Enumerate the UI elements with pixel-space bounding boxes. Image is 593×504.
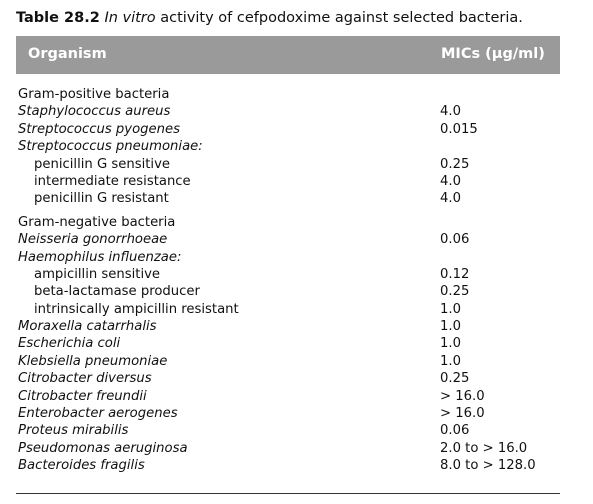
organism-cell: Gram-positive bacteria xyxy=(18,87,170,102)
organism-cell: Enterobacter aerogenes xyxy=(18,406,178,422)
table-row: Neisseria gonorrhoeae 0.06 xyxy=(16,231,560,248)
organism-cell: Citrobacter diversus xyxy=(18,371,152,387)
organism-cell: intermediate resistance xyxy=(34,173,191,189)
header-mics: MICs (µg/ml) xyxy=(441,46,545,62)
organism-cell: penicillin G sensitive xyxy=(34,156,171,172)
table-row: Pseudomonas aeruginosa 2.0 to > 16.0 xyxy=(16,440,560,457)
mic-cell: > 16.0 xyxy=(440,388,485,404)
organism-cell: Neisseria gonorrhoeae xyxy=(18,232,168,248)
table-row: Citrobacter freundii > 16.0 xyxy=(16,388,560,405)
organism-cell: beta-lactamase producer xyxy=(34,284,200,300)
organism-cell: Gram-negative bacteria xyxy=(18,214,176,230)
organism-cell: ampicillin sensitive xyxy=(34,266,161,282)
mic-cell: 0.25 xyxy=(440,284,470,300)
mic-cell: 0.06 xyxy=(440,232,470,248)
organism-cell: intrinsically ampicillin resistant xyxy=(34,301,239,317)
organism-cell: Staphylococcus aureus xyxy=(18,104,171,120)
table-row: Bacteroides fragilis 8.0 to > 128.0 xyxy=(16,457,560,474)
table-row: Haemophilus influenzae: xyxy=(16,249,560,266)
mic-cell: > 16.0 xyxy=(440,406,485,422)
table-row: Gram-positive bacteria xyxy=(16,86,560,103)
table-row: penicillin G resistant 4.0 xyxy=(16,190,560,207)
mic-cell: 1.0 xyxy=(440,336,461,352)
table-row: intrinsically ampicillin resistant 1.0 xyxy=(16,301,560,318)
table-row: Klebsiella pneumoniae 1.0 xyxy=(16,353,560,370)
mic-cell: 0.12 xyxy=(440,266,470,282)
table-row: Citrobacter diversus 0.25 xyxy=(16,370,560,387)
mic-cell: 4.0 xyxy=(440,191,461,207)
organism-cell: Streptococcus pneumoniae: xyxy=(18,139,203,155)
caption-text: activity of cefpodoxime against selected… xyxy=(155,10,523,26)
mic-cell: 0.015 xyxy=(440,121,478,137)
caption-italic: In vitro xyxy=(104,10,156,26)
organism-cell: Haemophilus influenzae: xyxy=(18,249,182,265)
table-body: Gram-positive bacteria Staphylococcus aur… xyxy=(16,86,560,475)
table-row: Proteus mirabilis 0.06 xyxy=(16,422,560,439)
organism-cell: Streptococcus pyogenes xyxy=(18,121,180,137)
table-row: beta-lactamase producer 0.25 xyxy=(16,283,560,300)
mic-cell: 0.25 xyxy=(440,371,470,387)
table-row: intermediate resistance 4.0 xyxy=(16,173,560,190)
organism-cell: Escherichia coli xyxy=(18,336,121,352)
table-caption: Table 28.2 In vitro activity of cefpodox… xyxy=(16,9,523,27)
table-number: Table 28.2 xyxy=(16,10,100,26)
table-row: Moraxella catarrhalis 1.0 xyxy=(16,318,560,335)
header-organism: Organism xyxy=(28,46,107,62)
mic-cell: 2.0 to > 16.0 xyxy=(440,440,528,456)
table-row: Escherichia coli 1.0 xyxy=(16,335,560,352)
table-bottom-rule xyxy=(16,493,560,494)
organism-cell: penicillin G resistant xyxy=(34,191,169,207)
organism-cell: Bacteroides fragilis xyxy=(18,458,145,474)
table-row: Enterobacter aerogenes > 16.0 xyxy=(16,405,560,422)
mic-cell: 0.25 xyxy=(440,156,470,172)
mic-cell: 0.06 xyxy=(440,423,470,439)
mic-cell: 8.0 to > 128.0 xyxy=(440,458,536,474)
table-row: Streptococcus pneumoniae: xyxy=(16,138,560,155)
organism-cell: Moraxella catarrhalis xyxy=(18,319,157,335)
table-row: ampicillin sensitive 0.12 xyxy=(16,266,560,283)
table-row: Streptococcus pyogenes 0.015 xyxy=(16,121,560,138)
organism-cell: Klebsiella pneumoniae xyxy=(18,353,168,369)
mic-cell: 1.0 xyxy=(440,353,461,369)
mic-cell: 4.0 xyxy=(440,104,461,120)
table-row: penicillin G sensitive 0.25 xyxy=(16,156,560,173)
organism-cell: Pseudomonas aeruginosa xyxy=(18,440,188,456)
table-row: Staphylococcus aureus 4.0 xyxy=(16,103,560,120)
mic-cell: 4.0 xyxy=(440,173,461,189)
mic-cell: 1.0 xyxy=(440,319,461,335)
mic-cell: 1.0 xyxy=(440,301,461,317)
organism-cell: Citrobacter freundii xyxy=(18,388,147,404)
table-row: Gram-negative bacteria xyxy=(16,214,560,231)
table-header: Organism MICs (µg/ml) xyxy=(16,36,560,74)
organism-cell: Proteus mirabilis xyxy=(18,423,129,439)
